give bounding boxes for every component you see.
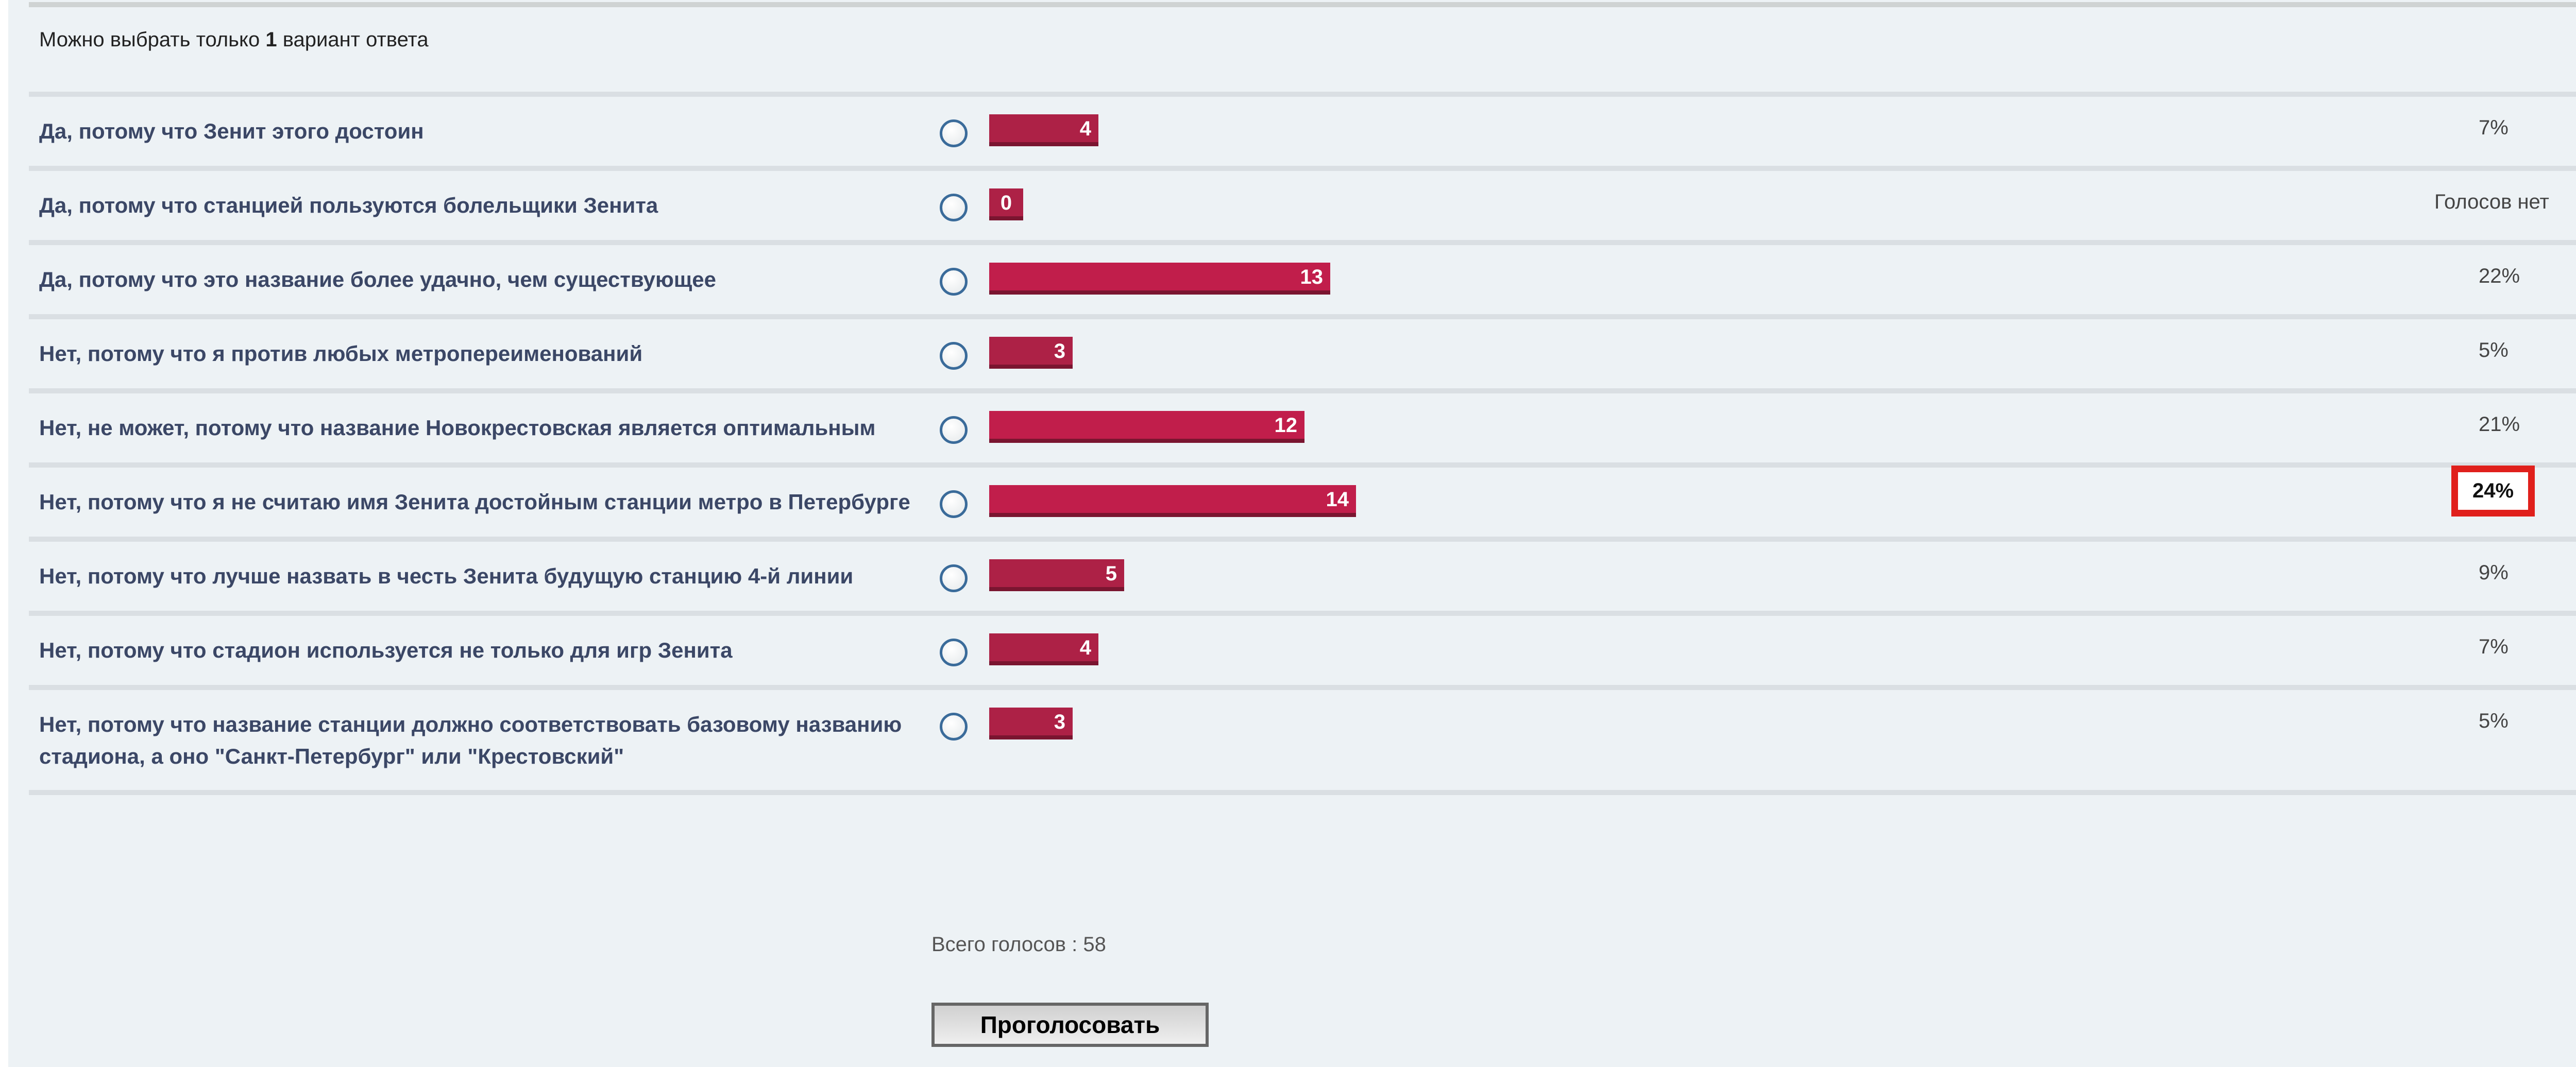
option-radio[interactable]: [940, 119, 968, 147]
option-percent: 9%: [2479, 561, 2509, 584]
option-label: Нет, потому что название станции должно …: [39, 712, 902, 768]
option-label: Да, потому что это название более удачно…: [39, 267, 716, 291]
highlighted-percent: 24%: [2451, 466, 2535, 517]
option-radio[interactable]: [940, 342, 968, 370]
poll-option-row: Нет, потому что я против любых метропере…: [29, 314, 2576, 388]
hint-suffix: вариант ответа: [282, 28, 429, 51]
vote-bar: 3: [989, 337, 1073, 369]
option-percent: 22%: [2479, 265, 2520, 287]
vote-bar: 14: [989, 485, 1356, 517]
option-radio[interactable]: [940, 564, 968, 592]
poll-option-row: Нет, потому что лучше назвать в честь Зе…: [29, 537, 2576, 611]
option-label: Нет, не может, потому что название Новок…: [39, 416, 876, 440]
hint-count: 1: [265, 28, 277, 51]
poll-option-row: Да, потому что это название более удачно…: [29, 240, 2576, 314]
divider: [29, 2, 2576, 7]
option-label: Нет, потому что я не считаю имя Зенита д…: [39, 490, 910, 514]
vote-bar: 12: [989, 411, 1304, 443]
poll-option-row: Нет, потому что я не считаю имя Зенита д…: [29, 462, 2576, 537]
vote-bar: 13: [989, 263, 1330, 295]
option-radio[interactable]: [940, 639, 968, 666]
poll-panel: Можно выбрать только 1 вариант ответа Да…: [8, 0, 2576, 1067]
option-radio[interactable]: [940, 713, 968, 741]
poll-option-row: Нет, потому что название станции должно …: [29, 685, 2576, 795]
option-label: Да, потому что станцией пользуются болел…: [39, 193, 658, 217]
poll-option-row: Да, потому что станцией пользуются болел…: [29, 166, 2576, 240]
option-percent: 7%: [2479, 116, 2509, 139]
poll-option-row: Нет, не может, потому что название Новок…: [29, 388, 2576, 462]
option-percent: 21%: [2479, 413, 2520, 436]
poll-hint: Можно выбрать только 1 вариант ответа: [39, 28, 429, 51]
option-percent: 7%: [2479, 635, 2509, 658]
vote-bar: 5: [989, 559, 1124, 591]
total-votes: Всего голосов : 58: [931, 933, 1106, 956]
poll-option-row: Нет, потому что стадион используется не …: [29, 611, 2576, 685]
poll-options: Да, потому что Зенит этого достоин 4 7% Да,…: [29, 92, 2576, 795]
vote-bar: 4: [989, 633, 1098, 665]
option-label: Нет, потому что лучше назвать в честь Зе…: [39, 564, 854, 588]
poll-option-row: Да, потому что Зенит этого достоин 4 7%: [29, 92, 2576, 166]
option-radio[interactable]: [940, 490, 968, 518]
option-percent: 5%: [2479, 710, 2509, 732]
option-label: Да, потому что Зенит этого достоин: [39, 119, 424, 143]
option-percent: 5%: [2479, 339, 2509, 362]
option-radio[interactable]: [940, 416, 968, 444]
vote-bar: 3: [989, 708, 1073, 739]
hint-prefix: Можно выбрать только: [39, 28, 260, 51]
option-radio[interactable]: [940, 268, 968, 296]
vote-button[interactable]: Проголосовать: [931, 1003, 1209, 1047]
option-label: Нет, потому что стадион используется не …: [39, 638, 733, 662]
vote-bar: 4: [989, 114, 1098, 146]
option-radio[interactable]: [940, 194, 968, 221]
vote-bar: 0: [989, 188, 1023, 220]
option-percent: Голосов нет: [2434, 191, 2549, 213]
option-label: Нет, потому что я против любых метропере…: [39, 341, 643, 366]
